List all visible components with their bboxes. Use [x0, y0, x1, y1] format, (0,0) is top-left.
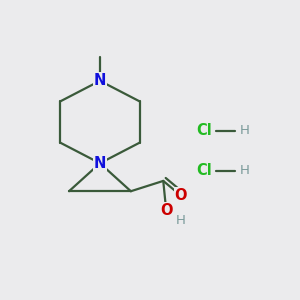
Text: H: H [239, 164, 249, 177]
Text: H: H [176, 214, 186, 226]
Text: H: H [239, 124, 249, 137]
Text: O: O [175, 188, 187, 203]
Text: N: N [94, 156, 106, 171]
Text: Cl: Cl [196, 163, 212, 178]
Text: N: N [94, 73, 106, 88]
Text: O: O [160, 203, 172, 218]
Text: Cl: Cl [196, 123, 212, 138]
